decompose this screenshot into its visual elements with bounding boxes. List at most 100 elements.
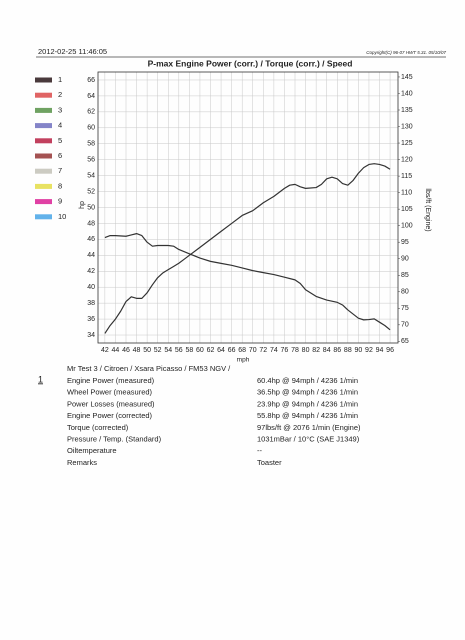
x-tick-label: 88 xyxy=(344,347,352,354)
x-tick-label: 94 xyxy=(376,347,384,354)
x-tick-label: 66 xyxy=(228,347,236,354)
y-tick-label: 58 xyxy=(87,141,95,148)
x-tick-label: 48 xyxy=(133,347,141,354)
y2-tick-label: 140 xyxy=(401,90,413,97)
y2-tick-label: 115 xyxy=(401,173,412,180)
y-axis-label: hp xyxy=(79,201,86,209)
report-key: Power Losses (measured) xyxy=(67,399,155,408)
x-tick-label: 50 xyxy=(143,347,151,354)
report-value: 60.4hp @ 94mph / 4236 1/min xyxy=(257,376,358,385)
y-tick-label: 56 xyxy=(87,157,95,164)
report-value: 55.8hp @ 94mph / 4236 1/min xyxy=(257,411,358,420)
legend-swatch xyxy=(35,168,52,174)
y-tick-label: 44 xyxy=(87,252,95,259)
y-tick-label: 34 xyxy=(87,332,95,339)
x-tick-label: 60 xyxy=(196,347,204,354)
report-value: Toaster xyxy=(257,458,282,467)
y-tick-label: 54 xyxy=(87,172,95,179)
y2-tick-label: 75 xyxy=(401,305,409,312)
legend-label: 1 xyxy=(58,75,62,84)
y2-tick-label: 130 xyxy=(401,123,413,130)
x-tick-label: 62 xyxy=(207,347,215,354)
legend-swatch xyxy=(35,123,52,129)
y2-tick-label: 70 xyxy=(401,322,409,329)
legend-label: 7 xyxy=(58,166,62,175)
y2-tick-label: 125 xyxy=(401,140,413,147)
plot-frame xyxy=(97,71,399,344)
x-tick-label: 42 xyxy=(101,347,109,354)
x-tick-label: 90 xyxy=(354,347,362,354)
x-tick-label: 76 xyxy=(281,347,289,354)
x-tick-label: 82 xyxy=(312,347,320,354)
legend-label: 4 xyxy=(58,121,62,130)
vehicle: Mr Test 3 / Citroen / Xsara Picasso / FM… xyxy=(67,364,231,373)
timestamp: 2012-02-25 11:46:05 xyxy=(38,47,107,56)
y-tick-label: 48 xyxy=(87,220,95,227)
x-tick-label: 64 xyxy=(217,347,225,354)
y-tick-label: 40 xyxy=(87,284,95,291)
report-value: 36.5hp @ 94mph / 4236 1/min xyxy=(257,388,358,397)
y-tick-label: 52 xyxy=(87,188,95,195)
y2-tick-label: 65 xyxy=(401,338,409,345)
legend-swatch xyxy=(35,153,52,159)
y2-tick-label: 110 xyxy=(401,189,412,196)
x-tick-label: 52 xyxy=(154,347,162,354)
report-value: 23.9hp @ 94mph / 4236 1/min xyxy=(257,399,358,408)
report-key: Engine Power (measured) xyxy=(67,376,155,385)
report-key: Remarks xyxy=(67,458,97,467)
x-tick-label: 92 xyxy=(365,347,373,354)
x-tick-label: 46 xyxy=(122,347,130,354)
legend-swatch xyxy=(35,214,52,220)
y2-axis-label: lbs/ft (Engine) xyxy=(424,188,431,231)
y2-tick-label: 95 xyxy=(401,239,409,246)
y2-tick-label: 120 xyxy=(401,156,413,163)
y2-tick-label: 135 xyxy=(401,107,413,114)
legend-label: 5 xyxy=(58,136,62,145)
x-tick-label: 70 xyxy=(249,347,257,354)
x-tick-label: 86 xyxy=(333,347,341,354)
y2-tick-label: 80 xyxy=(401,289,409,296)
legend-swatch xyxy=(35,92,52,98)
curve xyxy=(104,233,391,331)
x-tick-label: 96 xyxy=(386,347,394,354)
x-tick-label: 84 xyxy=(323,347,331,354)
legend-label: 9 xyxy=(58,197,62,206)
legend-swatch xyxy=(35,77,52,83)
y-tick-label: 46 xyxy=(87,236,95,243)
report-key: Oiltemperature xyxy=(67,446,117,455)
y-tick-label: 42 xyxy=(87,268,95,275)
y2-tick-label: 90 xyxy=(401,256,409,263)
x-tick-label: 80 xyxy=(302,347,310,354)
x-tick-label: 44 xyxy=(112,347,120,354)
y2-tick-label: 145 xyxy=(401,74,413,81)
legend-label: 6 xyxy=(58,151,62,160)
x-tick-label: 78 xyxy=(291,347,299,354)
legend-swatch xyxy=(35,183,52,189)
x-tick-label: 74 xyxy=(270,347,278,354)
report-key: Torque (corrected) xyxy=(67,423,129,432)
y2-tick-label: 105 xyxy=(401,206,413,213)
legend-label: 10 xyxy=(58,212,66,221)
y-tick-label: 38 xyxy=(87,300,95,307)
x-tick-label: 54 xyxy=(164,347,172,354)
legend-swatch xyxy=(35,138,52,144)
report-value: 1031mBar / 10°C (SAE J1349) xyxy=(257,434,360,443)
y-tick-label: 66 xyxy=(87,77,95,84)
report-value: -- xyxy=(257,446,262,455)
x-tick-label: 72 xyxy=(259,347,267,354)
legend-label: 8 xyxy=(58,181,62,190)
y-tick-label: 36 xyxy=(87,316,95,323)
y2-tick-label: 85 xyxy=(401,272,409,279)
chart-title: P-max Engine Power (corr.) / Torque (cor… xyxy=(148,58,353,68)
report-key: Pressure / Temp. (Standard) xyxy=(67,434,162,443)
legend-swatch xyxy=(35,199,52,205)
y-tick-label: 64 xyxy=(87,93,95,100)
copyright: Copyright(C) 96-07 HWT 5.31. 05/10/07 xyxy=(366,50,446,55)
legend-swatch xyxy=(35,107,52,113)
report-key: Wheel Power (measured) xyxy=(67,388,153,397)
curve xyxy=(104,163,391,334)
run-number: 1 xyxy=(38,374,43,384)
